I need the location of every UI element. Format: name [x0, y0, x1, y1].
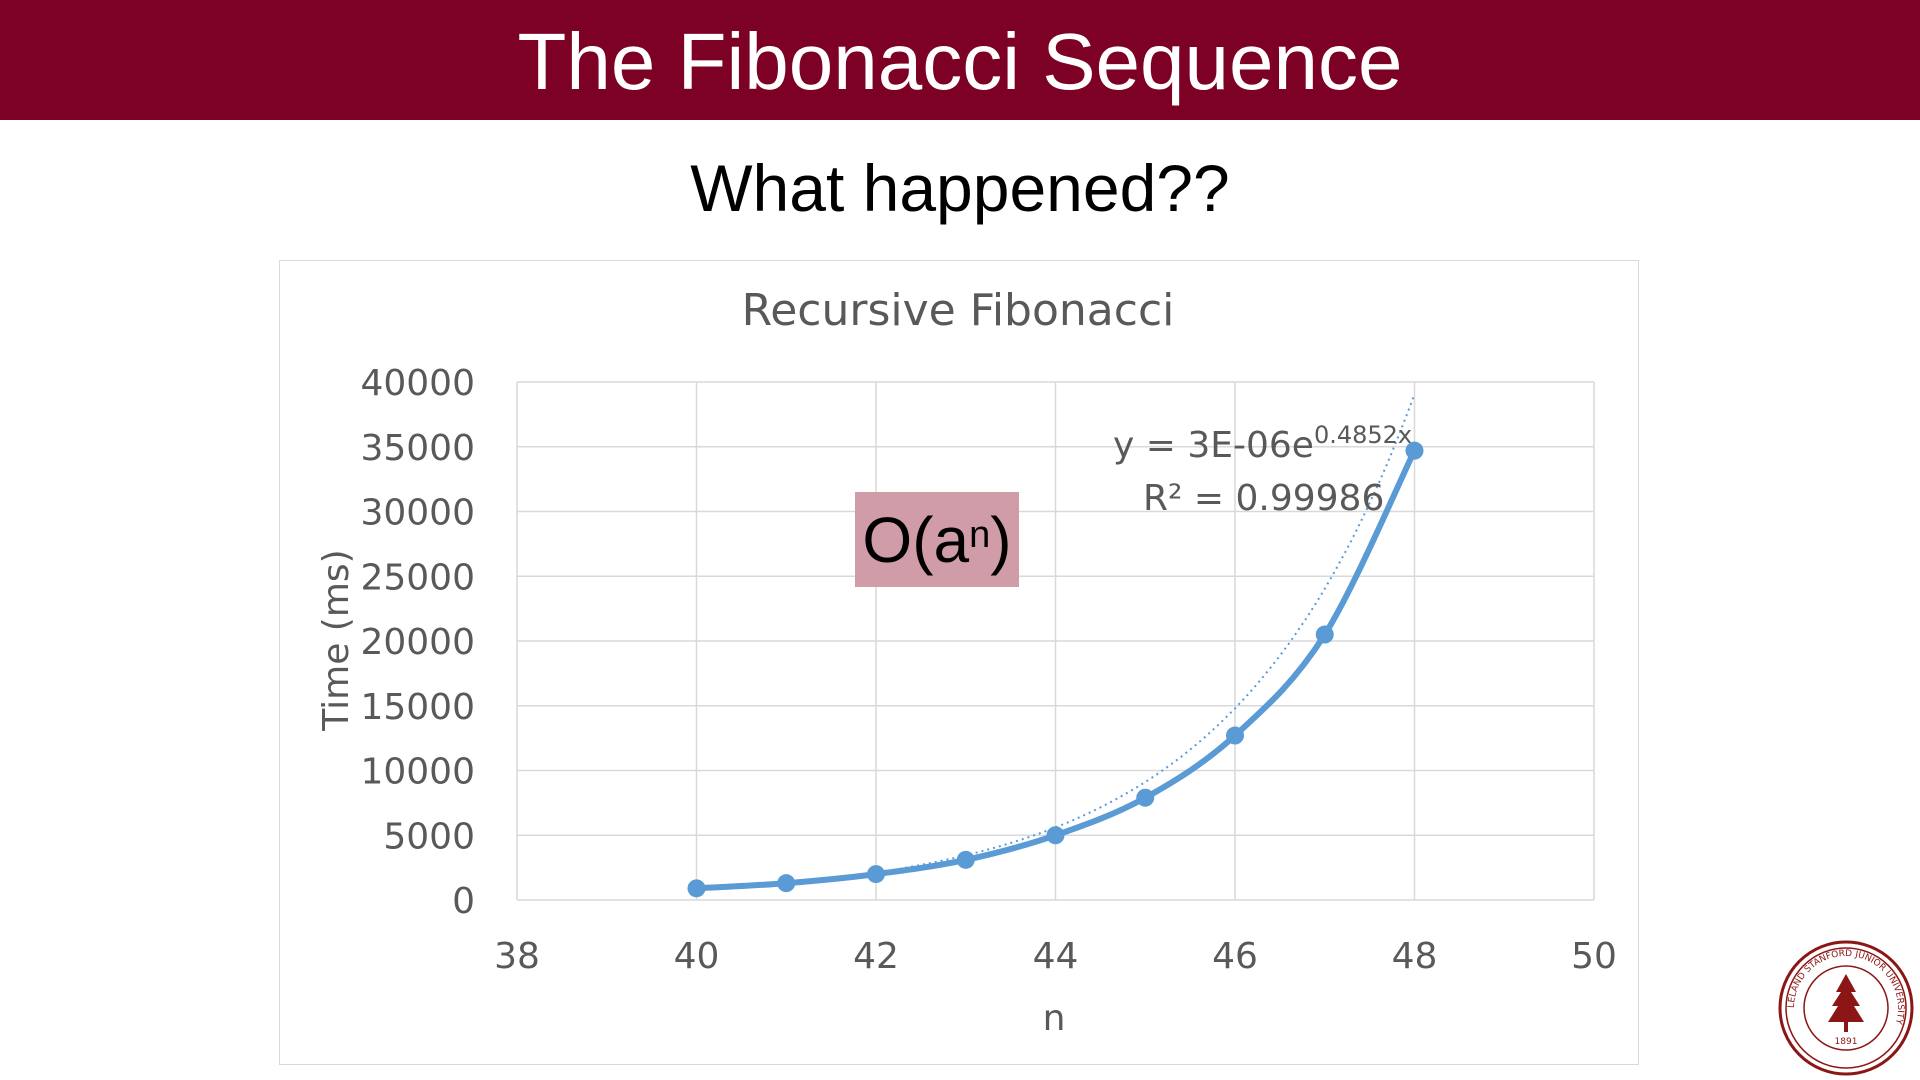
- data-series: [687, 441, 1424, 898]
- complexity-label: O(a n): [855, 492, 1019, 587]
- chart-grid: [516, 381, 1595, 901]
- stanford-seal-icon: LELAND STANFORD JUNIOR UNIVERSITY 1891: [1778, 940, 1914, 1076]
- y-tick-label: 30000: [360, 493, 475, 534]
- data-point: [777, 874, 796, 893]
- complexity-close: ): [990, 503, 1012, 576]
- seal-year: 1891: [1835, 1037, 1858, 1047]
- data-point: [867, 865, 885, 884]
- data-point: [1315, 625, 1334, 644]
- y-tick-label: 20000: [360, 622, 475, 663]
- slide-title: The Fibonacci Sequence: [517, 17, 1403, 106]
- x-tick-label: 38: [494, 936, 540, 977]
- data-point: [1405, 441, 1424, 460]
- y-tick-label: 15000: [360, 687, 475, 728]
- data-point: [956, 850, 975, 869]
- x-tick-label: 40: [674, 936, 720, 977]
- complexity-base: O(a: [862, 503, 970, 576]
- y-tick-label: 0: [452, 881, 475, 922]
- data-point: [1226, 726, 1244, 745]
- x-tick-label: 46: [1212, 936, 1258, 977]
- x-tick-label: 48: [1392, 936, 1438, 977]
- y-tick-label: 5000: [383, 816, 475, 857]
- y-tick-label: 35000: [360, 428, 475, 469]
- y-tick-label: 40000: [360, 363, 475, 404]
- x-axis-title: n: [1043, 998, 1066, 1039]
- trendline-r-squared: R² = 0.99986: [1143, 478, 1384, 519]
- trendline-equation: y = 3E-06e0.4852x R² = 0.99986: [1113, 421, 1412, 519]
- y-tick-label: 25000: [360, 557, 475, 598]
- chart-title: Recursive Fibonacci: [742, 285, 1175, 336]
- title-bar: The Fibonacci Sequence: [0, 0, 1920, 120]
- chart-ticks: 0 5000 10000 15000 20000 25000 30000 35000 40000…: [360, 363, 1616, 977]
- equation-exponent: 0.4852x: [1314, 421, 1412, 449]
- data-point: [1136, 788, 1155, 807]
- chart-frame: [279, 260, 1639, 1065]
- slide-subtitle: What happened??: [690, 151, 1230, 225]
- x-tick-label: 42: [853, 936, 899, 977]
- data-point: [687, 879, 706, 898]
- data-point: [1046, 826, 1065, 845]
- complexity-exponent: n: [969, 514, 991, 556]
- equation-main-text: y = 3E-06e: [1113, 425, 1314, 466]
- x-tick-label: 44: [1033, 936, 1079, 977]
- y-axis-title: Time (ms): [316, 549, 357, 731]
- trendline-equation-main: y = 3E-06e0.4852x: [1113, 421, 1412, 466]
- x-tick-label: 50: [1571, 936, 1617, 977]
- y-tick-label: 10000: [360, 752, 475, 793]
